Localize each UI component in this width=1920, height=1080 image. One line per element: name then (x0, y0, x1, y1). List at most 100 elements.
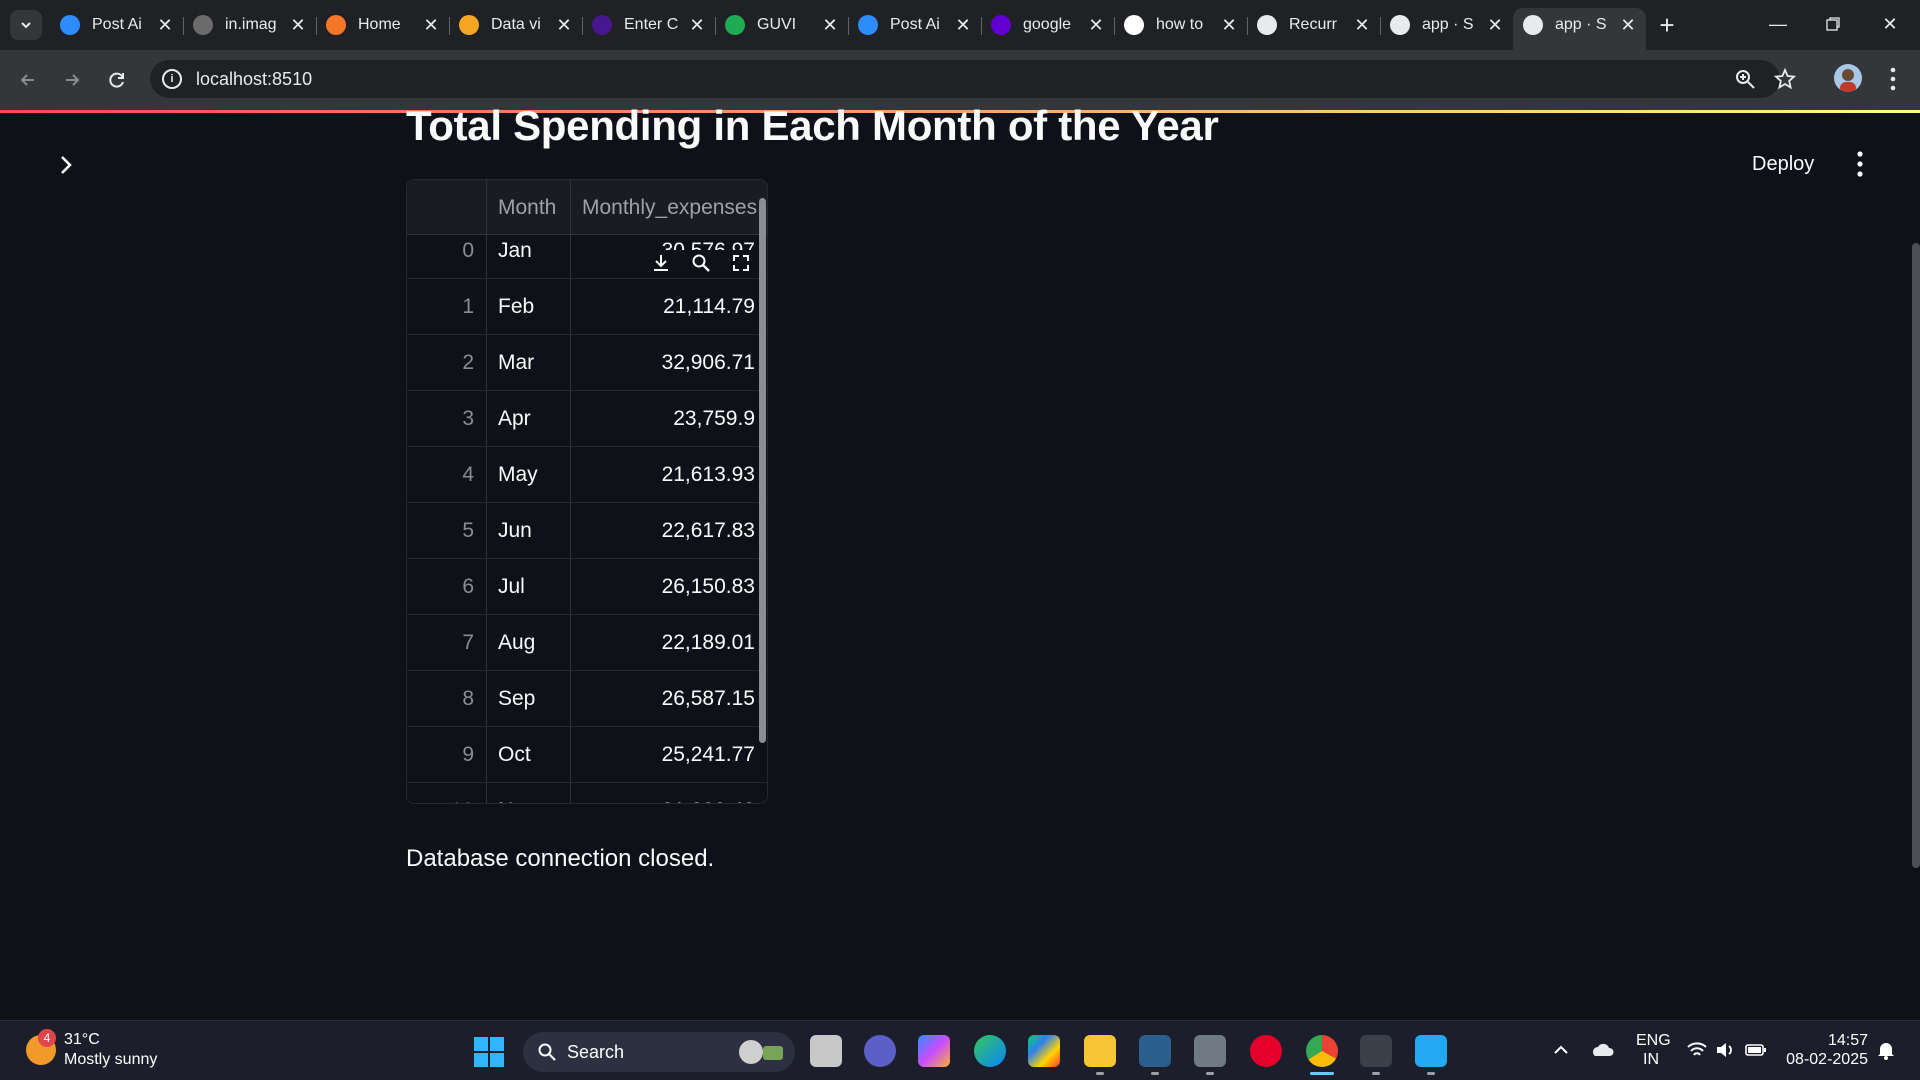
close-window-button[interactable]: ✕ (1882, 14, 1898, 34)
taskbar-search[interactable]: Search (523, 1032, 795, 1072)
bookmark-star-icon[interactable] (1774, 68, 1796, 90)
browser-tab[interactable]: Data vi ✕ (449, 8, 582, 42)
row-index-cell[interactable]: 9 (407, 727, 487, 782)
month-cell[interactable]: Nov (487, 783, 571, 803)
row-index-cell[interactable]: 7 (407, 615, 487, 670)
month-cell[interactable]: Sep (487, 671, 571, 726)
sidebar-expand-icon[interactable] (54, 153, 78, 177)
app-menu-icon[interactable] (1850, 147, 1870, 181)
onedrive-icon[interactable] (1590, 1041, 1614, 1057)
deploy-button[interactable]: Deploy (1752, 153, 1815, 175)
table-row[interactable]: 6 Jul 26,150.83 (407, 559, 767, 615)
row-index-cell[interactable]: 8 (407, 671, 487, 726)
clock-time[interactable]: 14:57 (1827, 1032, 1868, 1049)
teams-meet-icon[interactable] (864, 1035, 896, 1067)
restore-button[interactable] (1813, 8, 1853, 40)
copilot-icon[interactable] (918, 1035, 950, 1067)
site-info-icon[interactable]: i (162, 69, 182, 89)
profile-avatar[interactable] (1834, 64, 1862, 92)
month-column-header[interactable]: Month (487, 180, 571, 235)
table-row[interactable]: 9 Oct 25,241.77 (407, 727, 767, 783)
expenses-column-header[interactable]: Monthly_expenses (582, 196, 758, 219)
month-cell[interactable]: Jun (487, 503, 571, 558)
close-icon[interactable]: ✕ (556, 14, 572, 35)
close-icon[interactable]: ✕ (689, 14, 705, 35)
table-row[interactable]: 7 Aug 22,189.01 (407, 615, 767, 671)
start-button[interactable] (474, 1037, 504, 1067)
chrome-icon[interactable] (1306, 1035, 1338, 1067)
close-icon[interactable]: ✕ (157, 14, 173, 35)
table-row[interactable]: 8 Sep 26,587.15 (407, 671, 767, 727)
table-row[interactable]: 5 Jun 22,617.83 (407, 503, 767, 559)
reload-button[interactable] (101, 64, 133, 96)
month-cell[interactable]: Aug (487, 615, 571, 670)
row-index-cell[interactable]: 6 (407, 559, 487, 614)
browser-tab[interactable]: Post Ai ✕ (848, 8, 981, 42)
month-cell[interactable]: Jan (487, 223, 571, 278)
row-index-cell[interactable]: 4 (407, 447, 487, 502)
monthly-expenses-cell[interactable]: 32,906.71 (661, 351, 755, 374)
page-scrollbar[interactable] (1912, 243, 1920, 868)
browser-tab[interactable]: app · S ✕ (1513, 8, 1646, 50)
row-index-cell[interactable]: 1 (407, 279, 487, 334)
weather-description[interactable]: Mostly sunny (64, 1051, 158, 1068)
close-icon[interactable]: ✕ (1354, 14, 1370, 35)
fullscreen-icon[interactable] (730, 252, 752, 274)
browser-tab[interactable]: Post Ai ✕ (50, 8, 183, 42)
table-row[interactable]: 10Nov31,208.49 (407, 783, 767, 803)
browser-tab[interactable]: google ✕ (981, 8, 1114, 42)
browser-menu-icon[interactable] (1885, 64, 1901, 94)
row-index-cell[interactable]: 0 (407, 223, 487, 278)
month-cell[interactable]: Feb (487, 279, 571, 334)
month-cell[interactable]: May (487, 447, 571, 502)
close-icon[interactable]: ✕ (1221, 14, 1237, 35)
volume-icon[interactable] (1714, 1041, 1736, 1059)
language-bottom[interactable]: IN (1643, 1051, 1659, 1068)
language-top[interactable]: ENG (1636, 1032, 1671, 1049)
table-row[interactable]: 4 May 21,613.93 (407, 447, 767, 503)
zoom-icon[interactable] (1734, 68, 1756, 90)
monthly-expenses-cell[interactable]: 21,613.93 (661, 463, 755, 486)
calculator-icon[interactable] (1194, 1035, 1226, 1067)
browser-tab[interactable]: in.imag ✕ (183, 8, 316, 42)
opera-icon[interactable] (1250, 1035, 1282, 1067)
close-icon[interactable]: ✕ (955, 14, 971, 35)
browser-tab[interactable]: Home ✕ (316, 8, 449, 42)
wifi-icon[interactable] (1686, 1041, 1708, 1059)
row-index-cell[interactable]: 3 (407, 391, 487, 446)
row-index-cell[interactable]: 2 (407, 335, 487, 390)
close-icon[interactable]: ✕ (290, 14, 306, 35)
chevron-up-icon[interactable] (1552, 1043, 1570, 1057)
minimize-button[interactable]: — (1769, 14, 1787, 34)
weather-temperature[interactable]: 31°C (64, 1031, 100, 1048)
play-store-icon[interactable] (1028, 1035, 1060, 1067)
table-row[interactable]: 3 Apr 23,759.9 (407, 391, 767, 447)
close-icon[interactable]: ✕ (1088, 14, 1104, 35)
browser-tab[interactable]: Enter C ✕ (582, 8, 715, 42)
close-icon[interactable]: ✕ (1487, 14, 1503, 35)
vscode-icon[interactable] (1415, 1035, 1447, 1067)
table-row[interactable]: 1 Feb 21,114.79 (407, 279, 767, 335)
clock-date[interactable]: 08-02-2025 (1786, 1051, 1868, 1068)
task-view-icon[interactable] (810, 1035, 842, 1067)
monthly-expenses-cell[interactable]: 23,759.9 (673, 407, 755, 430)
mysql-workbench-icon[interactable] (1139, 1035, 1171, 1067)
new-tab-button[interactable]: + (1659, 10, 1675, 40)
monthly-expenses-cell[interactable]: 26,150.83 (661, 575, 755, 598)
table-row[interactable]: 2 Mar 32,906.71 (407, 335, 767, 391)
file-explorer-icon[interactable] (1084, 1035, 1116, 1067)
row-index-cell[interactable]: 10 (407, 783, 487, 803)
browser-tab[interactable]: Recurr ✕ (1247, 8, 1380, 42)
dataframe-scrollbar[interactable] (759, 198, 766, 743)
address-bar[interactable]: i localhost:8510 (150, 60, 1796, 98)
battery-icon[interactable] (1745, 1042, 1767, 1058)
month-cell[interactable]: Oct (487, 727, 571, 782)
dataframe[interactable]: 0Jan30,576.971Feb21,114.792Mar32,906.713… (406, 179, 768, 804)
monthly-expenses-cell[interactable]: 21,114.79 (663, 295, 755, 318)
monthly-expenses-cell[interactable]: 22,189.01 (661, 631, 755, 654)
close-icon[interactable]: ✕ (423, 14, 439, 35)
notification-bell-icon[interactable] (1876, 1040, 1896, 1060)
tab-search-button[interactable] (10, 10, 42, 40)
close-icon[interactable]: ✕ (1620, 14, 1636, 35)
browser-tab[interactable]: GUVI ✕ (715, 8, 848, 42)
